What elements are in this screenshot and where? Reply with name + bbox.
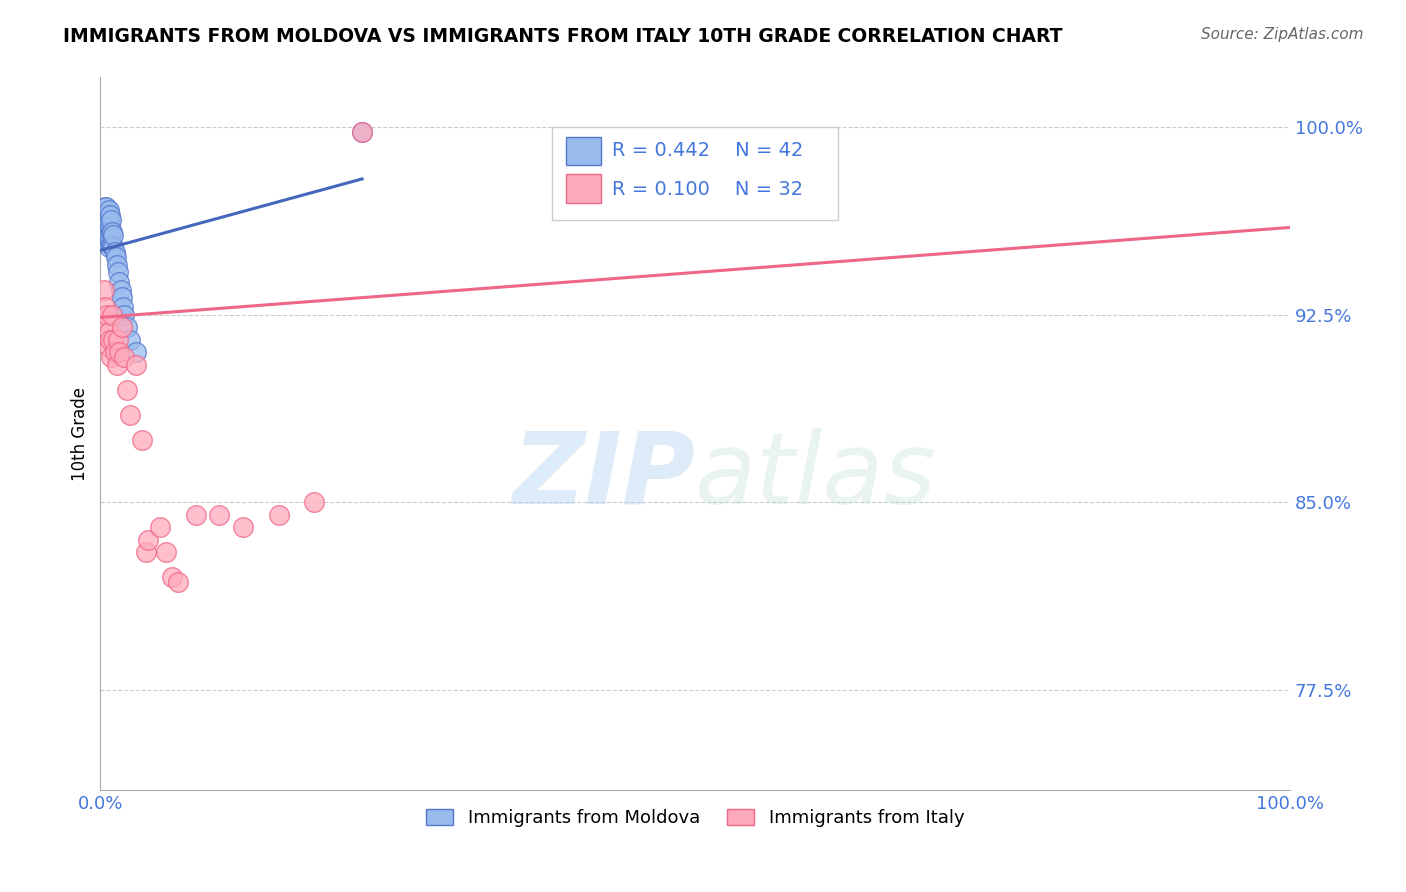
Point <box>101 238 124 252</box>
Point <box>96 213 118 227</box>
Point <box>184 508 207 522</box>
Point <box>104 245 127 260</box>
Point <box>352 125 374 139</box>
Point <box>93 220 115 235</box>
Point <box>120 408 142 422</box>
Text: Source: ZipAtlas.com: Source: ZipAtlas.com <box>1201 27 1364 42</box>
Point <box>111 290 134 304</box>
Point <box>107 333 129 347</box>
Point <box>352 125 374 139</box>
Point <box>232 520 254 534</box>
Point <box>103 333 125 347</box>
Point <box>111 301 134 315</box>
Point <box>98 220 121 235</box>
Point <box>100 226 122 240</box>
Point <box>112 351 135 365</box>
Point <box>100 213 122 227</box>
Point <box>98 233 121 247</box>
Point <box>93 233 115 247</box>
Point <box>93 208 115 222</box>
Point <box>97 215 120 229</box>
FancyBboxPatch shape <box>565 136 602 165</box>
Point <box>100 238 122 252</box>
Point <box>97 227 120 242</box>
Point <box>94 227 117 242</box>
FancyBboxPatch shape <box>565 174 602 202</box>
Point <box>94 215 117 229</box>
Point <box>136 533 159 547</box>
Point <box>155 545 177 559</box>
Point <box>103 240 125 254</box>
Text: R = 0.100    N = 32: R = 0.100 N = 32 <box>612 180 803 199</box>
Point <box>91 208 114 222</box>
Point <box>96 315 118 329</box>
Text: R = 0.442    N = 42: R = 0.442 N = 42 <box>612 141 803 161</box>
Point <box>101 226 124 240</box>
Point <box>111 320 134 334</box>
Point <box>96 220 118 235</box>
Point <box>93 283 115 297</box>
Point <box>101 308 124 322</box>
Point <box>96 208 118 222</box>
Point <box>115 383 138 397</box>
Point <box>104 345 127 359</box>
Point <box>160 570 183 584</box>
Point <box>97 326 120 340</box>
Point <box>105 358 128 372</box>
Point <box>104 251 127 265</box>
Point <box>107 265 129 279</box>
Point <box>100 351 122 365</box>
Point <box>96 233 118 247</box>
Point <box>108 276 131 290</box>
Point <box>94 301 117 315</box>
Point <box>110 283 132 297</box>
Text: ZIP: ZIP <box>512 428 695 524</box>
Point <box>97 202 120 217</box>
Point <box>149 520 172 534</box>
Point <box>125 345 148 359</box>
Point <box>96 220 118 235</box>
Point <box>208 508 231 522</box>
Point <box>135 545 157 559</box>
Point <box>131 433 153 447</box>
Y-axis label: 10th Grade: 10th Grade <box>72 386 89 481</box>
Point <box>103 227 125 242</box>
Point <box>125 358 148 372</box>
Point <box>97 240 120 254</box>
Point <box>267 508 290 522</box>
Point <box>94 201 117 215</box>
Point <box>166 575 188 590</box>
Legend: Immigrants from Moldova, Immigrants from Italy: Immigrants from Moldova, Immigrants from… <box>419 802 972 834</box>
Point <box>96 308 118 322</box>
FancyBboxPatch shape <box>553 128 838 220</box>
Text: atlas: atlas <box>695 428 936 524</box>
Point <box>112 308 135 322</box>
Point <box>120 333 142 347</box>
Point <box>97 340 120 354</box>
Point <box>115 320 138 334</box>
Point <box>91 220 114 235</box>
Point <box>108 345 131 359</box>
Point <box>105 258 128 272</box>
Text: IMMIGRANTS FROM MOLDOVA VS IMMIGRANTS FROM ITALY 10TH GRADE CORRELATION CHART: IMMIGRANTS FROM MOLDOVA VS IMMIGRANTS FR… <box>63 27 1063 45</box>
Point <box>304 495 326 509</box>
Point <box>96 201 118 215</box>
Point <box>98 208 121 222</box>
Point <box>98 333 121 347</box>
Point <box>96 233 118 247</box>
